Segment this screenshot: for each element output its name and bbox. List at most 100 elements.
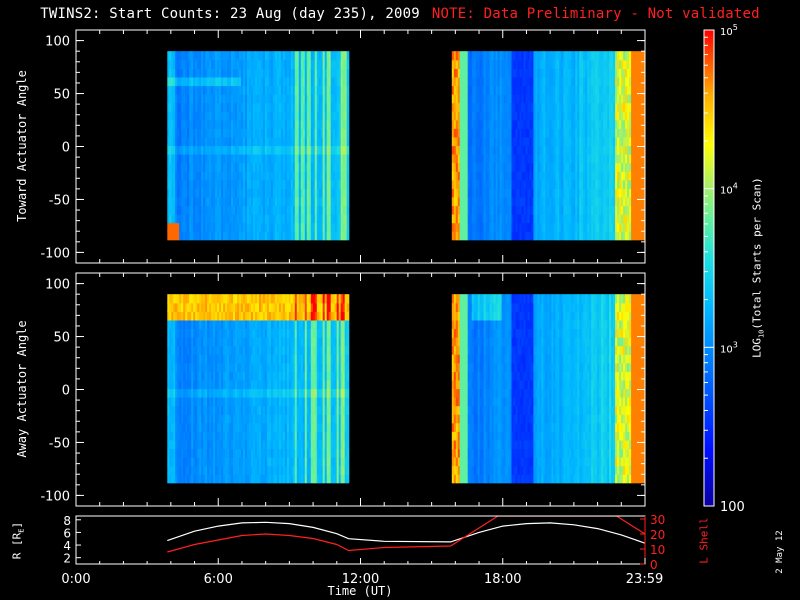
toward-heat-cell (617, 85, 620, 95)
away-heat-cell (205, 448, 208, 458)
toward-heat-cell (257, 222, 260, 232)
toward-heat-cell (292, 162, 296, 172)
away-heat-cell (195, 328, 198, 338)
toward-heat-cell (187, 145, 190, 155)
toward-heat-cell (296, 214, 300, 224)
toward-heat-cell (515, 231, 519, 241)
toward-heat-cell (641, 68, 644, 78)
toward-heat-cell (213, 76, 216, 87)
toward-heat-cell (274, 68, 278, 78)
toward-heat-cell (493, 222, 497, 232)
toward-heat-cell (179, 94, 182, 104)
toward-heat-cell (461, 76, 465, 87)
toward-heat-cell (268, 171, 272, 181)
toward-heat-cell (453, 68, 457, 78)
toward-heat-cell (249, 59, 252, 69)
toward-heat-cell (310, 196, 314, 207)
away-heat-cell (231, 302, 234, 312)
away-heat-cell (223, 457, 226, 467)
toward-heat-cell (205, 51, 208, 61)
toward-heat-cell (320, 94, 324, 104)
toward-heat-cell (243, 94, 246, 104)
toward-heat-cell (334, 119, 338, 129)
toward-heat-cell (585, 205, 588, 215)
toward-heat-cell (517, 68, 521, 78)
toward-heat-cell (223, 222, 226, 232)
toward-heat-cell (465, 179, 469, 189)
toward-heat-cell (455, 171, 459, 181)
toward-heat-cell (280, 85, 284, 95)
toward-heat-cell (643, 128, 645, 138)
toward-heat-cell (633, 145, 636, 155)
toward-heat-cell (599, 162, 602, 172)
toward-heat-cell (219, 119, 222, 129)
away-heat-cell (221, 439, 224, 450)
toward-heat-cell (609, 68, 612, 78)
toward-heat-cell (617, 205, 620, 215)
toward-heat-cell (611, 94, 614, 104)
toward-heat-cell (463, 119, 467, 129)
toward-heat-cell (485, 136, 489, 147)
toward-heat-cell (511, 214, 515, 224)
toward-heat-cell (589, 188, 592, 198)
toward-heat-cell (278, 205, 282, 215)
toward-heat-cell (272, 68, 276, 78)
toward-heat-cell (473, 162, 477, 172)
toward-heat-cell (625, 128, 628, 138)
toward-heat-cell (569, 179, 572, 189)
toward-heat-cell (288, 85, 292, 95)
toward-heat-cell (213, 59, 216, 69)
toward-heat-cell (539, 136, 542, 147)
toward-heat-cell (344, 59, 348, 69)
away-heat-cell (233, 388, 236, 398)
toward-heat-cell (555, 119, 558, 129)
toward-heat-cell (217, 171, 220, 181)
toward-heat-cell (237, 154, 240, 164)
toward-heat-cell (211, 51, 214, 61)
away-heat-cell (221, 371, 224, 381)
toward-heat-cell (551, 68, 554, 78)
toward-heat-cell (314, 111, 318, 121)
toward-heat-cell (547, 145, 550, 155)
toward-heat-cell (605, 76, 608, 87)
toward-heat-cell (535, 188, 538, 198)
toward-heat-cell (607, 119, 610, 129)
toward-heat-cell (523, 214, 527, 224)
toward-heat-cell (619, 59, 622, 69)
toward-heat-cell (561, 154, 564, 164)
toward-heat-cell (177, 179, 180, 189)
toward-heat-cell (583, 231, 586, 241)
toward-heat-cell (239, 136, 242, 147)
toward-heat-cell (527, 85, 531, 95)
away-heat-cell (223, 311, 226, 321)
toward-heat-cell (601, 214, 604, 224)
toward-heat-cell (483, 51, 487, 61)
toward-heat-cell (605, 205, 608, 215)
toward-heat-cell (288, 119, 292, 129)
toward-heat-cell (225, 76, 228, 87)
toward-heat-cell (195, 111, 198, 121)
toward-heat-cell (565, 85, 568, 95)
toward-heat-cell (487, 162, 491, 172)
toward-heat-cell (278, 179, 282, 189)
toward-heat-cell (561, 205, 564, 215)
toward-heat-cell (324, 214, 328, 224)
away-heat-cell (229, 302, 232, 312)
toward-heat-cell (575, 128, 578, 138)
toward-heat-cell (280, 179, 284, 189)
toward-heat-cell (320, 85, 324, 95)
away-heat-cell (219, 294, 222, 304)
toward-heat-cell (274, 145, 278, 155)
toward-heat-cell (571, 119, 574, 129)
toward-heat-cell (300, 179, 304, 189)
toward-heat-cell (487, 94, 491, 104)
toward-heat-cell (567, 188, 570, 198)
toward-heat-cell (344, 205, 348, 215)
toward-heat-cell (641, 51, 644, 61)
toward-heat-cell (623, 205, 626, 215)
toward-heat-cell (266, 85, 270, 95)
toward-heat-cell (469, 111, 473, 121)
toward-heat-cell (171, 94, 174, 104)
away-heat-cell (227, 354, 230, 364)
toward-heat-cell (306, 102, 310, 112)
